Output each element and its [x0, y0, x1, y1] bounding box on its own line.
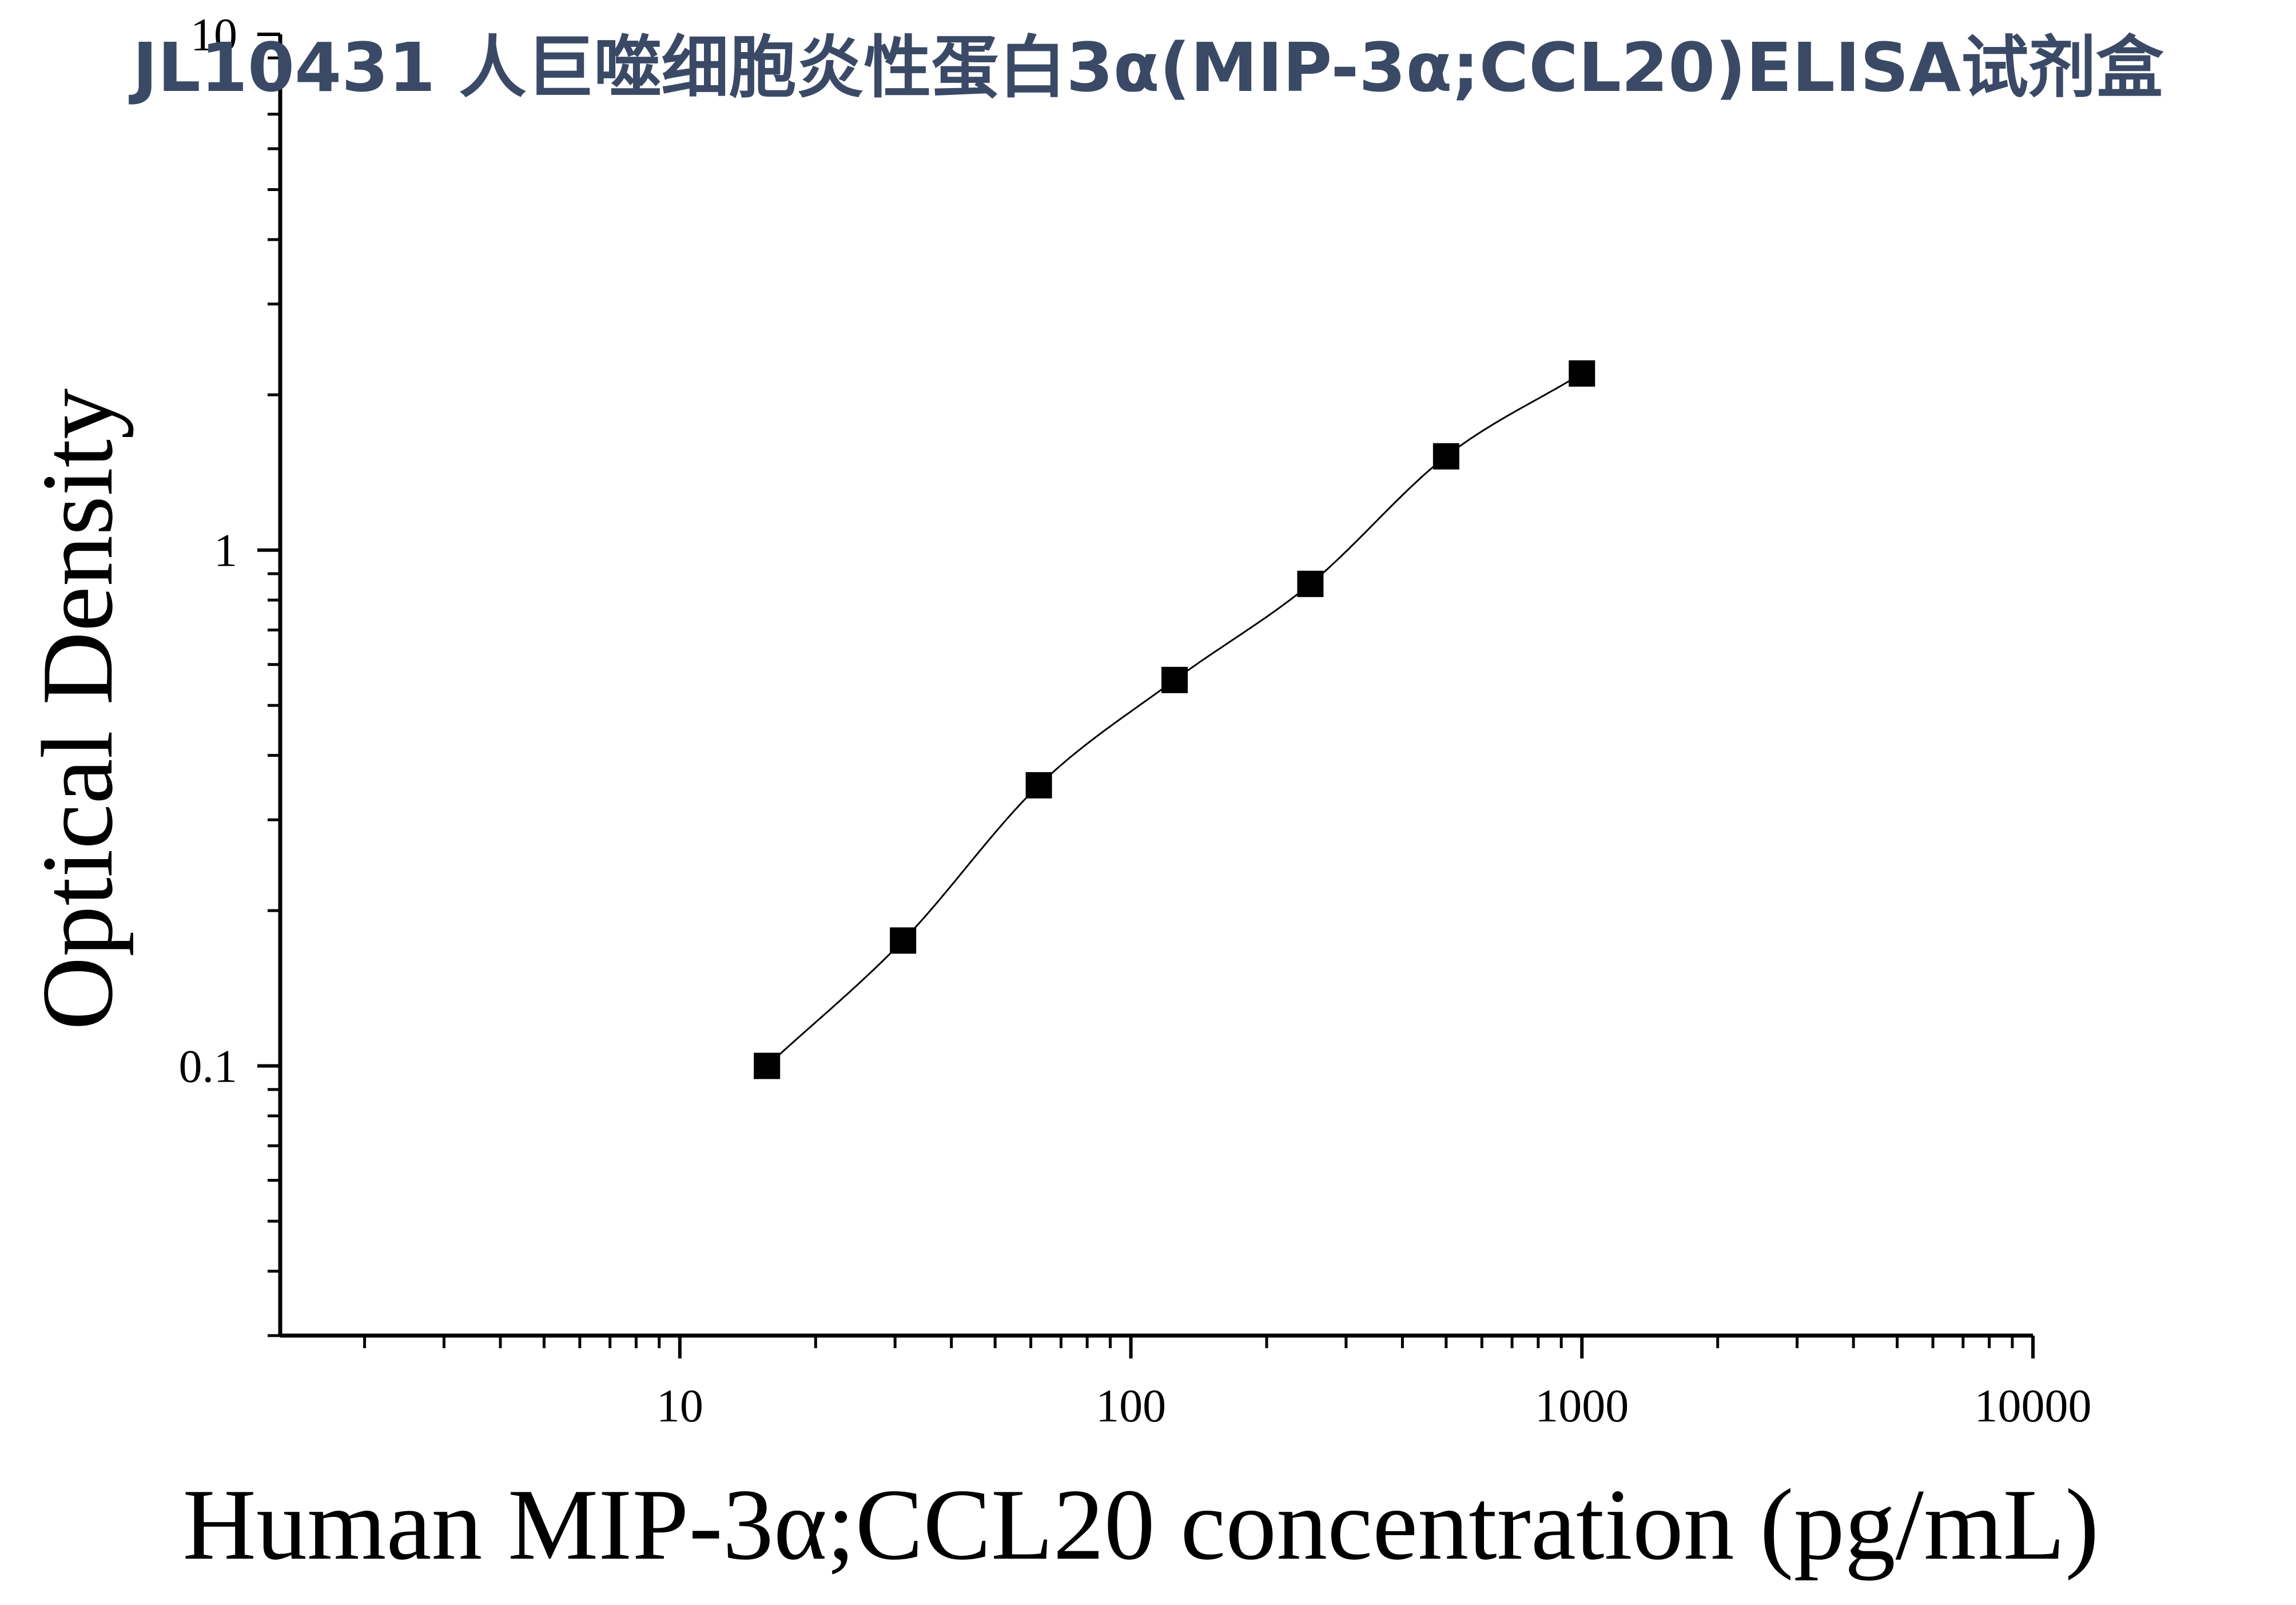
data-point — [1297, 570, 1324, 597]
axis-titles: Human MIP-3α;CCL20 concentration (pg/mL)… — [21, 388, 2099, 1581]
y-tick-label: 10 — [190, 9, 237, 61]
data-point — [1569, 360, 1595, 387]
data-point — [754, 1052, 781, 1079]
x-tick-label: 1000 — [1535, 1380, 1629, 1432]
fit-curve-group — [766, 372, 1583, 1067]
x-tick-label: 10000 — [1975, 1380, 2092, 1432]
data-point — [1432, 443, 1459, 470]
data-point — [1161, 666, 1188, 693]
data-point — [1025, 772, 1052, 798]
data-points — [754, 360, 1595, 1079]
y-axis-title: Optical Density — [21, 388, 134, 1030]
fit-curve — [766, 372, 1583, 1067]
y-tick-label: 0.1 — [179, 1040, 238, 1092]
x-tick-label: 100 — [1096, 1380, 1166, 1432]
page-title: JL10431 人巨噬细胞炎性蛋白3α(MIP-3α;CCL20)ELISA试剂… — [132, 28, 2164, 107]
x-tick-label: 10 — [656, 1380, 703, 1432]
x-axis-title: Human MIP-3α;CCL20 concentration (pg/mL) — [182, 1468, 2099, 1581]
data-point — [890, 927, 917, 954]
y-tick-label: 1 — [214, 525, 237, 577]
chart-axes: 10 100 1000 10000 0.1 1 10 — [179, 9, 2092, 1432]
